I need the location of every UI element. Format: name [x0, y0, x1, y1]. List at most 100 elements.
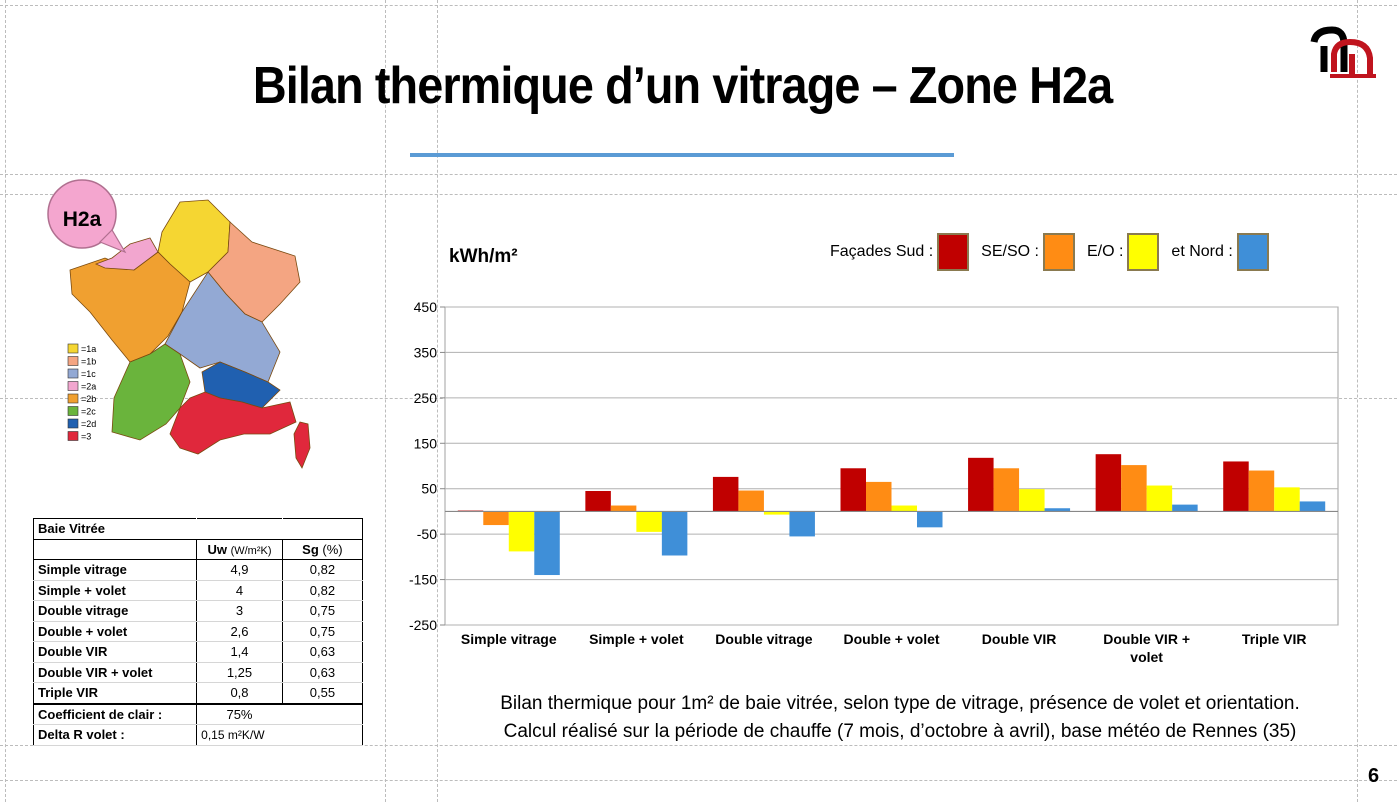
- guide-line: [0, 174, 1397, 175]
- map-legend-swatch: [67, 406, 79, 416]
- table-title: Baie Vitrée: [33, 518, 197, 540]
- map-legend-swatch: [67, 343, 79, 354]
- sg-value: 0,63: [281, 662, 363, 683]
- uw-value: 2,6: [196, 621, 283, 642]
- map-legend-label: =2a: [81, 382, 96, 392]
- bar: [1044, 508, 1071, 512]
- guide-line: [385, 0, 386, 802]
- slide-title: Bilan thermique d’un vitrage – Zone H2a: [252, 57, 1113, 115]
- bar: [585, 490, 611, 512]
- guide-line: [0, 5, 1397, 6]
- y-tick-label: 450: [414, 299, 438, 315]
- bar: [1121, 465, 1147, 512]
- row-label: Double vitrage: [33, 600, 197, 622]
- map-legend-swatch: [67, 368, 79, 379]
- map-legend-label: =2c: [81, 407, 96, 417]
- guide-line: [0, 194, 1397, 195]
- glazing-spec-table: Baie Vitrée Uw (W/m²K) Sg (%) Simple vit…: [33, 518, 363, 746]
- x-tick-label: Simple + volet: [589, 631, 684, 647]
- sg-value: 0,75: [281, 621, 363, 642]
- bar: [789, 511, 815, 537]
- guide-line: [5, 0, 6, 802]
- bar: [712, 476, 739, 512]
- delta-r-row-label: Delta R volet :: [33, 724, 197, 746]
- bar: [1095, 454, 1122, 512]
- x-tick-label: Simple vitrage: [461, 631, 557, 647]
- bar: [866, 481, 892, 512]
- uw-value: 4,9: [196, 559, 283, 581]
- legend-label: E/O :: [1086, 243, 1124, 260]
- delta-r-row-value: 0,15 m²K/W: [196, 724, 283, 746]
- row-label: Simple vitrage: [33, 559, 197, 581]
- bar: [763, 511, 790, 515]
- y-tick-label: -250: [409, 617, 437, 633]
- y-tick-label: 50: [421, 481, 437, 497]
- table-header-row: Uw (W/m²K) Sg (%): [33, 539, 363, 560]
- map-legend: =1a =1b =1c =2a =2b =2c =2d =3: [67, 343, 96, 442]
- bar: [1248, 470, 1275, 512]
- legend-swatch: [1236, 233, 1269, 271]
- bar: [1146, 485, 1173, 512]
- uw-value: 3: [196, 600, 283, 622]
- y-tick-label: 350: [414, 344, 438, 360]
- legend-swatch: [1127, 233, 1160, 271]
- map-legend-swatch: [67, 356, 79, 366]
- chart-legend: Façades Sud : SE/SO : E/O : et Nord :: [830, 230, 1281, 274]
- sg-column-header: Sg (%): [281, 539, 363, 560]
- table-row: Double + volet 2,6 0,75: [33, 621, 363, 642]
- uw-value: 1,4: [196, 641, 283, 663]
- legend-swatch: [1042, 233, 1075, 271]
- table-title-row: Baie Vitrée: [33, 518, 363, 540]
- bar: [738, 490, 764, 512]
- sg-value: 0,82: [281, 559, 363, 581]
- sg-value: 0,63: [281, 641, 363, 663]
- row-label: Double + volet: [33, 621, 197, 642]
- thermal-balance-bar-chart: 450 350 250 150 50 -50 -150 -250 Simple vitrage S…: [409, 299, 1339, 665]
- x-tick-label: Double VIR + volet: [1103, 631, 1190, 665]
- map-legend-label: =1c: [81, 369, 96, 379]
- guide-line: [437, 0, 438, 802]
- sg-value: 0,82: [281, 580, 363, 601]
- y-tick-label: -50: [417, 526, 437, 542]
- map-legend-label: =1a: [81, 344, 96, 354]
- bar: [610, 505, 637, 512]
- legend-label: Façades Sud :: [830, 243, 934, 260]
- bar: [636, 511, 662, 532]
- bar: [840, 468, 866, 512]
- map-legend-label: =2b: [81, 394, 96, 404]
- caption-line-2: Calcul réalisé sur la période de chauffe…: [503, 721, 1297, 742]
- bar: [891, 505, 917, 512]
- bar: [917, 511, 943, 528]
- bar: [1223, 461, 1249, 512]
- bar: [508, 511, 535, 552]
- map-regions: [69, 199, 311, 469]
- map-legend-swatch: [67, 431, 79, 441]
- guide-line: [0, 745, 1397, 746]
- map-legend-label: =1b: [81, 357, 96, 367]
- row-label: Double VIR: [33, 641, 197, 663]
- bar: [1299, 501, 1326, 512]
- coefficient-row-value: 75%: [196, 702, 283, 725]
- guide-line: [1357, 0, 1358, 802]
- y-tick-label: 250: [414, 390, 438, 406]
- coefficient-row-label: Coefficient de clair :: [33, 702, 197, 725]
- sg-value: 0,75: [281, 600, 363, 622]
- table-row: Double VIR 1,4 0,63: [33, 641, 363, 663]
- y-tick-label: -150: [409, 572, 437, 588]
- map-legend-swatch: [67, 381, 79, 391]
- legend-swatch: [937, 233, 970, 271]
- plot-area: [444, 306, 1339, 626]
- uw-value: 1,25: [196, 662, 283, 683]
- x-tick-label: Double + volet: [843, 631, 939, 647]
- bar: [1019, 489, 1045, 512]
- guide-line: [0, 780, 1397, 781]
- row-label: Simple + volet: [33, 580, 197, 601]
- map-legend-label: =3: [81, 432, 91, 442]
- table-row: Simple vitrage 4,9 0,82: [33, 559, 363, 581]
- caption-line-1: Bilan thermique pour 1m² de baie vitrée,…: [500, 693, 1300, 714]
- map-legend-label: =2d: [81, 419, 96, 429]
- uw-column-header: Uw (W/m²K): [196, 539, 283, 560]
- map-legend-swatch: [67, 393, 79, 404]
- uw-value: 4: [196, 580, 283, 601]
- title-underline: [410, 153, 954, 157]
